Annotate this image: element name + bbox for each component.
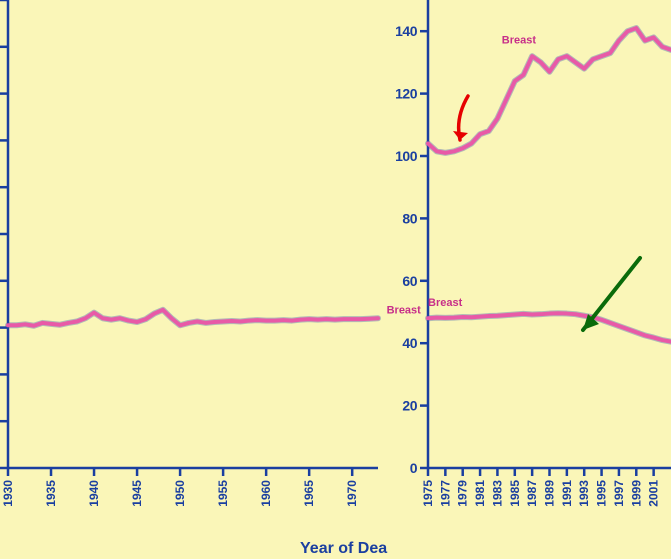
left-xtick-label: 1940 [87,480,101,507]
left-xtick-label: 1960 [259,480,273,507]
left-series-label: Breast [387,305,422,317]
right-xtick-label: 1987 [525,480,539,507]
right-xtick-label: 1983 [490,480,504,507]
right-ytick-label: 120 [395,86,418,102]
right-xtick-label: 1999 [629,480,643,507]
right-xtick-label: 1979 [456,480,470,507]
left-xtick-label: 1955 [216,480,230,507]
right-xtick-label: 1997 [612,480,626,507]
right-xtick-label: 1995 [595,480,609,507]
right-xtick-label: 1985 [508,480,522,507]
left-xtick-label: 1945 [130,480,144,507]
x-axis-label: Year of Dea [300,540,387,557]
chart-svg: 0102030405060708090100193019351940194519… [0,0,671,559]
right-xtick-label: 1989 [543,480,557,507]
right-xtick-label: 2001 [647,480,661,507]
right-xtick-label: 1981 [473,480,487,507]
right-lower-series-label: Breast [428,297,463,309]
right-upper-series-label: Breast [502,35,537,47]
left-xtick-label: 1970 [345,480,359,507]
right-ytick-label: 20 [402,398,417,414]
right-ytick-label: 100 [395,148,418,164]
right-ytick-label: 80 [402,210,417,226]
right-ytick-label: 60 [402,273,417,289]
chart-background [0,0,671,559]
right-ytick-label: 40 [402,335,417,351]
right-ytick-label: 140 [395,23,418,39]
right-xtick-label: 1991 [560,480,574,507]
right-ytick-label: 0 [410,460,418,476]
left-xtick-label: 1930 [1,480,15,507]
right-xtick-label: 1975 [421,480,435,507]
left-xtick-label: 1965 [302,480,316,507]
left-xtick-label: 1935 [44,480,58,507]
right-xtick-label: 1977 [438,480,452,507]
left-xtick-label: 1950 [173,480,187,507]
right-xtick-label: 1993 [577,480,591,507]
